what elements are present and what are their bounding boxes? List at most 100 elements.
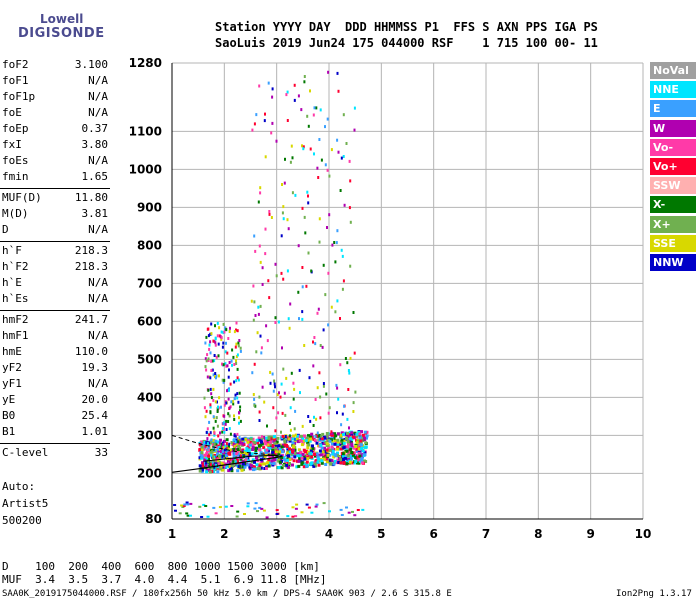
echo-mark [346,418,348,421]
echo-mark [352,436,355,439]
echo-mark [265,155,267,158]
echo-mark [205,369,207,372]
echo-mark [291,464,294,467]
echo-mark [336,229,338,232]
echo-mark [343,442,346,445]
echo-mark [332,450,335,453]
echo-mark [350,451,353,454]
echo-mark [287,269,289,272]
echo-mark [278,391,280,394]
echo-mark [289,434,291,437]
echo-mark [293,459,296,462]
echo-mark [271,451,274,454]
echo-mark [285,93,287,96]
echo-mark [241,438,244,441]
echo-mark [313,424,315,427]
echo-mark [301,443,304,446]
y-tick-label: 1280 [129,56,162,70]
echo-mark [231,364,233,367]
echo-mark [237,329,239,332]
echo-mark [282,464,285,467]
echo-mark [312,447,315,450]
echo-mark [218,326,220,329]
echo-mark [294,427,296,430]
x-tick-label: 3 [272,527,280,541]
echo-mark [254,449,257,452]
echo-mark [341,249,343,252]
echo-mark [276,513,279,515]
echo-mark [199,464,202,467]
legend-item-noval: NoVal [650,62,696,79]
echo-mark [293,398,295,401]
echo-mark [302,425,304,428]
echo-mark [282,205,284,208]
echo-mark [217,322,219,325]
echo-mark [265,449,268,452]
echo-mark [339,363,341,366]
echo-mark [264,119,266,122]
echo-mark [300,108,302,111]
echo-mark [218,396,220,399]
echo-mark [221,431,223,434]
echo-mark [223,431,225,434]
echo-mark [238,416,240,419]
echo-mark [210,332,212,335]
echo-mark [309,452,312,455]
echo-mark [341,157,343,160]
echo-mark [206,410,208,413]
y-tick-label: 1000 [129,162,162,176]
echo-mark [217,425,219,428]
echo-mark [286,459,289,462]
x-tick-label: 2 [220,527,228,541]
y-tick-label: 300 [137,428,162,442]
echo-mark [272,87,274,90]
echo-mark [237,368,239,371]
echo-mark [347,388,349,391]
echo-mark [185,512,188,514]
echo-mark [326,460,329,463]
echo-mark [361,509,364,511]
echo-mark [270,382,272,385]
echo-mark [309,376,311,379]
echo-mark [228,368,230,371]
echo-mark [251,129,253,132]
echo-mark [285,464,288,467]
echo-mark [217,334,219,337]
echo-mark [307,201,309,204]
echo-mark [227,420,229,423]
echo-mark [251,371,253,374]
echo-mark [253,393,255,396]
echo-mark [313,152,315,155]
echo-mark [326,454,329,457]
echo-mark [343,405,345,408]
echo-mark [301,318,303,321]
echo-mark [234,445,236,448]
echo-mark [238,411,240,414]
echo-mark [260,305,262,308]
echo-mark [239,406,241,409]
echo-mark [206,359,208,362]
echo-mark [205,336,207,339]
echo-mark [239,392,241,395]
echo-mark [286,515,289,517]
echo-mark [323,385,325,388]
echo-mark [281,450,284,453]
echo-mark [262,283,264,286]
echo-mark [240,350,242,353]
echo-mark [343,462,346,465]
echo-mark [208,433,210,436]
echo-mark [268,296,270,299]
echo-mark [255,350,257,353]
echo-mark [262,386,264,389]
echo-mark [319,396,321,399]
echo-mark [209,410,211,413]
echo-mark [236,322,238,325]
echo-mark [296,454,299,457]
echo-mark [234,434,236,437]
echo-mark [270,131,272,134]
echo-mark [306,504,309,506]
echo-mark [291,438,294,441]
echo-mark [277,466,280,469]
echo-mark [317,432,319,435]
